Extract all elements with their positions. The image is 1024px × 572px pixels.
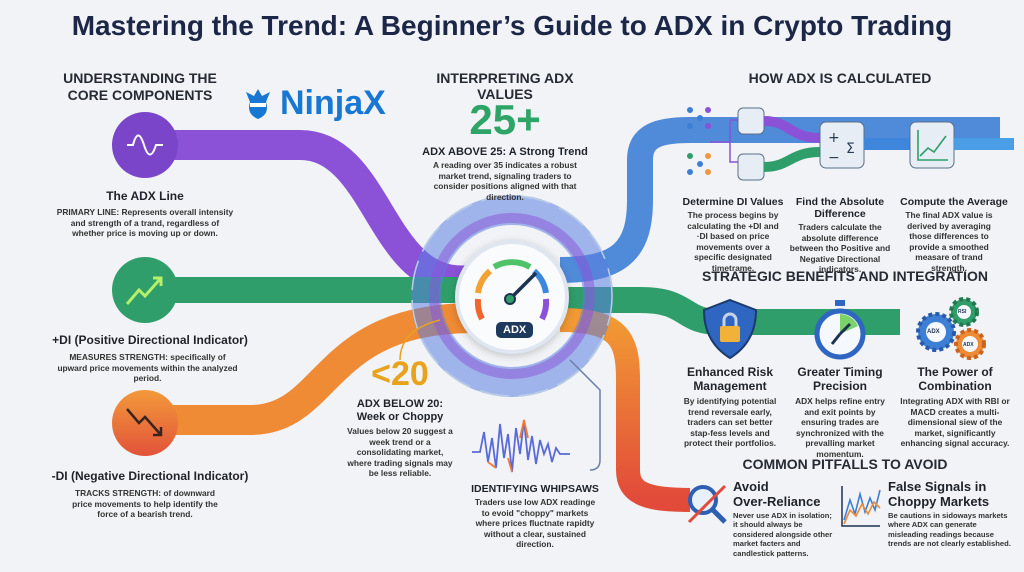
benefit-title: The Power of Combination [917, 365, 993, 393]
calc-heading: HOW ADX IS CALCULATED [748, 70, 932, 86]
below-20-text: Values below 20 suggest a week trend or … [347, 426, 453, 478]
pitfall-text: Be cautions in sidoways markets where AD… [888, 511, 1011, 549]
core-heading-line1: UNDERSTANDING THE [63, 70, 217, 86]
gauge-label: ADX [496, 322, 534, 338]
pitfall-title: False Signals in Choppy Markets [888, 479, 1022, 510]
benefits-heading: STRATEGIC BENEFITS AND INTEGRATION [702, 268, 988, 284]
calc-step-title: Determine DI Values [682, 196, 784, 208]
page-title: Mastering the Trend: A Beginner’s Guide … [71, 10, 953, 41]
benefit-text: ADX helps refine entry and exit points b… [795, 396, 885, 459]
calc-step-text: Traders calculate the absolute differenc… [789, 222, 891, 274]
ninja-helmet-icon [246, 88, 270, 119]
calc-step-text: The process begins by calculating the +D… [687, 210, 779, 273]
pitfall-title: Avoid Over-Reliance [733, 479, 837, 510]
pitfall-text: Never use ADX in isolation; it should al… [733, 511, 833, 558]
logo-text: NinjaX [280, 84, 386, 122]
calc-step-title: Find the Absolute Difference [795, 196, 885, 221]
sine-wave-icon [112, 112, 178, 178]
plus-di-box [737, 107, 765, 135]
below-20-title: ADX BELOW 20: Week or Choppy [345, 398, 455, 423]
core-heading-line2: CORE COMPONENTS [67, 86, 213, 103]
pitfall-title-line1: Avoid [733, 479, 769, 494]
sigma-icon [819, 121, 865, 169]
whipsaws-title: IDENTIFYING WHIPSAWS [471, 483, 599, 495]
above-25-title: ADX ABOVE 25: A Strong Trend [422, 146, 588, 158]
gear-label: RSI [958, 309, 967, 315]
interpret-heading: INTERPRETING ADX VALUES [436, 70, 574, 102]
pitfalls-heading: COMMON PITFALLS TO AVOID [742, 456, 948, 472]
gears-icon [916, 297, 986, 360]
calc-step-title: Compute the Average [900, 196, 1008, 208]
core-heading: UNDERSTANDING THE CORE COMPONENTS [40, 70, 240, 104]
core-item-title: +DI (Positive Directional Indicator) [52, 333, 248, 347]
below-20-title-line2: Week or Choppy [356, 410, 444, 423]
svg-text:+: + [828, 130, 840, 146]
pitfall-title-line1: False Signals in [888, 479, 987, 494]
core-item-title: -DI (Negative Directional Indicator) [51, 469, 249, 483]
pitfall-title-line2: Choppy Markets [888, 493, 990, 509]
benefit-title: Greater Timing Precision [797, 365, 883, 393]
magnifier-crossed-icon [687, 484, 727, 524]
gear-label: ADX [927, 329, 940, 335]
benefit-text: Integrating ADX with RBI or MACD creates… [900, 396, 1010, 448]
benefit-title: Enhanced Risk Management [686, 365, 774, 393]
rising-chart-icon [909, 121, 955, 169]
trend-down-arrow-icon [112, 390, 178, 456]
trend-up-arrow-icon [112, 257, 178, 323]
core-item-text: PRIMARY LINE: Represents overall intensi… [56, 207, 234, 238]
choppy-chart-icon [841, 486, 881, 527]
adx-gauge: ADX [455, 240, 569, 354]
stopwatch-icon [814, 300, 866, 360]
below-20-title-line1: ADX BELOW 20: [356, 398, 444, 410]
ninjax-logo: NinjaX [240, 84, 386, 123]
shield-lock-icon [702, 298, 758, 360]
pointer-line-below [399, 319, 441, 361]
whipsaws-text: Traders use low ADX readinge to evoid "c… [474, 497, 596, 549]
core-item-text: TRACKS STRENGTH: of downward price movem… [72, 488, 218, 519]
svg-text:−: − [828, 150, 840, 166]
minus-di-box [737, 153, 765, 181]
calc-flow-icons: + − Σ [687, 107, 1014, 181]
core-item-text: MEASURES STRENGTH: specifically of upwar… [57, 352, 238, 383]
data-dots-icon [687, 107, 711, 175]
above-25-text: A reading over 35 indicates a robust mar… [433, 160, 577, 202]
above-25-value: 25+ [469, 96, 541, 143]
calc-step-text: The final ADX value is derived by averag… [905, 210, 993, 273]
gear-label: ADX [963, 342, 974, 348]
benefit-text: By identifying potential trend reversale… [683, 396, 777, 448]
svg-text:Σ: Σ [846, 141, 855, 157]
whipsaw-wave-icon [472, 419, 570, 473]
below-20-value: <20 [371, 355, 429, 393]
gauge-dial-icon [474, 259, 550, 321]
core-item-title: The ADX Line [106, 189, 184, 203]
pointer-line-whipsaw [569, 359, 601, 471]
pitfall-title-line2: Over-Reliance [733, 493, 821, 509]
